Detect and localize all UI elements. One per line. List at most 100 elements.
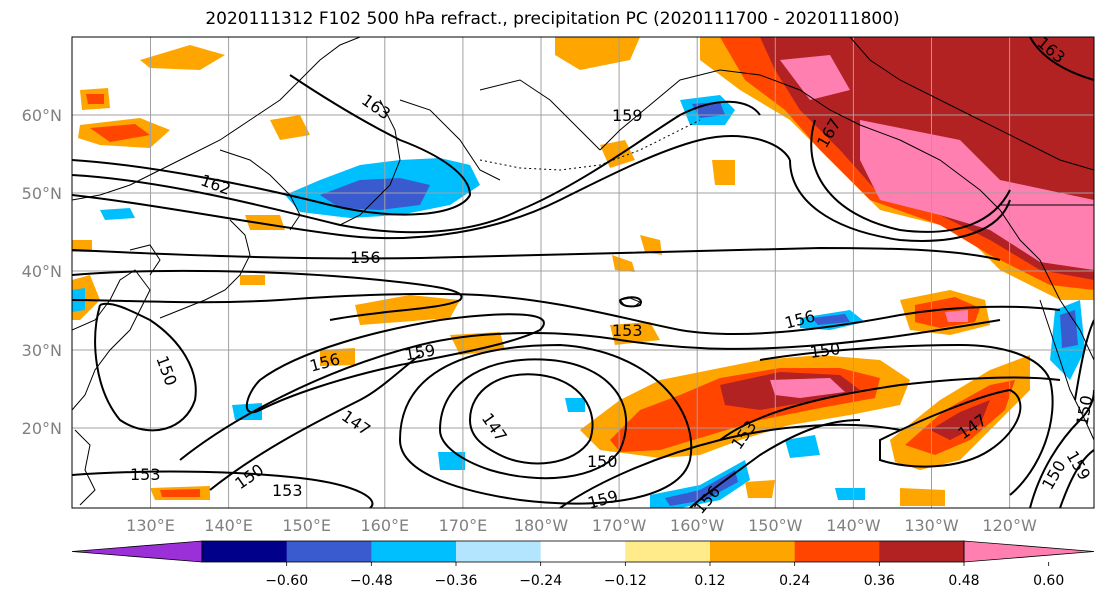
shade-orange-kam — [555, 37, 640, 70]
lon-tick-label: 140°E — [204, 516, 253, 535]
colorbar-tick-label: 0.48 — [948, 573, 979, 589]
shade-orange-mid4 — [612, 255, 635, 272]
contour-150-low — [399, 343, 693, 505]
contour-ridge — [789, 159, 1011, 242]
contour-label: 153 — [130, 465, 161, 484]
lon-tick-label: 130°E — [126, 516, 175, 535]
lon-tick-label: 140°W — [826, 516, 881, 535]
lat-tick-label: 60°N — [22, 106, 62, 125]
contour-label: 150 — [809, 339, 842, 362]
shade-orange-mid2 — [712, 160, 735, 185]
colorbar-segment — [456, 541, 542, 562]
contour-162 — [72, 100, 761, 234]
contour-low-west — [94, 302, 197, 432]
shade-blue-s6 — [835, 488, 865, 500]
coast-japan — [159, 219, 251, 319]
contour-147-b — [439, 358, 628, 480]
coast-okhotsk — [219, 149, 301, 231]
shade-blue-s1 — [232, 403, 262, 420]
contour-153-south — [72, 470, 374, 508]
colorbar-segment — [879, 541, 965, 562]
lon-tick-label: 160°W — [670, 516, 725, 535]
shade-blue-s4b — [665, 470, 738, 506]
colorbar-tick-label: −0.12 — [604, 573, 647, 589]
map-frame — [71, 36, 1095, 509]
contour-156-east2 — [1029, 389, 1094, 508]
contour-153-mid — [72, 292, 1061, 336]
colorbar-tick-label: 0.36 — [864, 573, 895, 589]
colorbar-tick-label: 0.60 — [1033, 573, 1064, 589]
shade-orange-sub3 — [320, 348, 355, 366]
lon-tick-label: 130°W — [904, 516, 959, 535]
coast-mexico — [1039, 299, 1094, 441]
colorbar-extend-high — [963, 540, 1095, 563]
shade-blue-s3 — [438, 452, 465, 470]
contour-label: 163 — [358, 90, 394, 123]
shade-orange-top2 — [270, 115, 310, 140]
contour-label: 153 — [612, 321, 643, 340]
lon-tick-label: 150°W — [748, 516, 803, 535]
colorbar-tick-label: −0.36 — [435, 573, 478, 589]
contour-ridge-2 — [810, 119, 1011, 233]
shade-orange-s2 — [745, 480, 775, 498]
colorbar-segment — [625, 541, 711, 562]
coast-alaska — [599, 69, 1094, 361]
contour-159-main — [72, 135, 791, 240]
shade-orange-jp2 — [240, 275, 265, 285]
coast-philippines — [74, 429, 96, 506]
shade-pink-band — [770, 378, 845, 398]
shade-orange-s3 — [900, 488, 945, 506]
map-title: 2020111312 F102 500 hPa refract., precip… — [205, 9, 900, 29]
contour-label: 150 — [231, 460, 267, 493]
contour-147-east — [879, 388, 1022, 468]
colorbar: −0.60 −0.48 −0.36 −0.24 −0.12 0.12 0.24 0.36 0.4… — [71, 540, 1095, 589]
colorbar-segment — [202, 541, 288, 562]
shade-blue-s5 — [785, 435, 820, 458]
contour-label: 150 — [587, 452, 618, 471]
colorbar-segment — [371, 541, 457, 562]
lat-tick-label: 20°N — [22, 419, 62, 438]
shade-pink-alaska-2 — [780, 55, 850, 100]
contour-label: 150 — [1072, 394, 1096, 427]
colorbar-tick-label: −0.60 — [265, 573, 308, 589]
coast-korea — [129, 244, 161, 276]
contour-150-mid — [179, 319, 1001, 461]
coast-kamchatka2 — [399, 99, 501, 181]
coast-aleutians — [479, 119, 701, 171]
shade-blue-mex2 — [1060, 310, 1078, 348]
colorbar-frame — [201, 540, 965, 563]
lat-tick-label: 50°N — [22, 184, 62, 203]
contour-159-se — [559, 423, 901, 508]
shade-pink-ne — [945, 310, 968, 322]
colorbar-segment — [710, 541, 796, 562]
shade-orange-mid3 — [640, 235, 662, 255]
coast-asia — [72, 37, 361, 201]
contour-156-north — [72, 246, 1001, 261]
colorbar-tick-label: 0.24 — [779, 573, 810, 589]
contour-label: 147 — [338, 406, 374, 439]
contour-150-east2 — [1074, 319, 1094, 401]
shade-red-s1 — [160, 489, 200, 497]
shade-red-nw2 — [86, 94, 104, 104]
lon-tick-label: 120°W — [982, 516, 1037, 535]
longitude-labels: 130°E 140°E 150°E 160°E 170°E 180°W 170°W 160°W… — [126, 516, 1037, 535]
coast-siberia — [479, 79, 601, 151]
contour-153-west — [72, 269, 463, 321]
colorbar-tick-label: 0.12 — [694, 573, 725, 589]
shade-blue-okhotsk — [320, 178, 430, 210]
lat-tick-label: 40°N — [22, 262, 62, 281]
colorbar-segment — [540, 541, 626, 562]
shade-pink-alaska — [860, 120, 1094, 270]
lon-tick-label: 170°E — [439, 516, 488, 535]
shade-red-nw — [90, 124, 150, 142]
lon-tick-label: 150°E — [282, 516, 331, 535]
shade-orange-top — [140, 45, 225, 70]
contour-label: 150 — [152, 353, 180, 388]
contour-150-east — [759, 343, 1054, 496]
contour-label: 153 — [272, 481, 303, 500]
shade-blue-small1 — [100, 208, 135, 220]
contour-150-south — [209, 354, 421, 491]
refractivity-contours — [72, 37, 1094, 508]
coast-kamchatka — [339, 99, 401, 226]
precipitation-shading — [72, 37, 1094, 508]
